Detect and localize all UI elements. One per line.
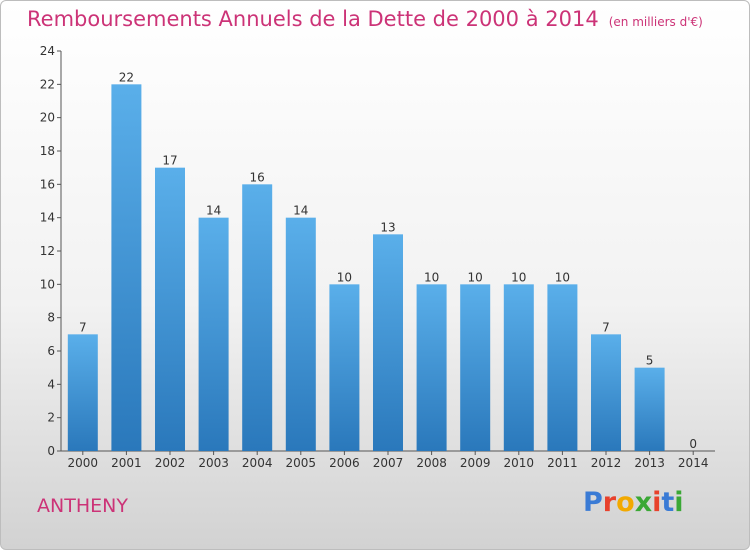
- y-tick-label: 12: [40, 244, 55, 258]
- logo-letter: i: [652, 487, 662, 518]
- logo-letter: t: [661, 487, 675, 518]
- bar-2002: [155, 167, 185, 451]
- x-tick-label-2002: 2002: [155, 456, 186, 470]
- x-tick-label-2006: 2006: [329, 456, 360, 470]
- chart-title: Remboursements Annuels de la Dette de 20…: [27, 7, 703, 31]
- bar-2010: [503, 284, 534, 451]
- x-tick-label-2001: 2001: [111, 456, 142, 470]
- bar-2009: [460, 284, 491, 451]
- data-label-2012: 7: [602, 320, 610, 334]
- chart-title-text: Remboursements Annuels de la Dette de 20…: [27, 7, 599, 31]
- bar-2003: [198, 217, 229, 451]
- bar-2006: [329, 284, 360, 451]
- logo-letter: P: [583, 487, 603, 518]
- x-axis: 2000 2001 2002 2003 2004 2005 2006 2007 2008 2009…: [61, 450, 715, 470]
- data-label-2006: 10: [337, 270, 352, 284]
- x-tick-label-2011: 2011: [547, 456, 578, 470]
- data-label-2013: 5: [646, 354, 654, 368]
- data-label-2007: 13: [380, 220, 395, 234]
- data-label-2004: 16: [250, 170, 265, 184]
- x-tick-label-2004: 2004: [242, 456, 273, 470]
- x-tick-label-2000: 2000: [68, 456, 99, 470]
- x-tick-label-2007: 2007: [373, 456, 404, 470]
- x-tick-label-2012: 2012: [591, 456, 622, 470]
- bar-2008: [416, 284, 447, 451]
- y-tick-label: 4: [47, 377, 55, 391]
- bar-2005: [285, 217, 316, 451]
- x-tick-label-2010: 2010: [504, 456, 535, 470]
- bar-series: 7 22 17 14 16 14 10 13 10 10 10 10 7 5 0: [67, 70, 697, 452]
- bar-2013: [634, 367, 665, 451]
- y-tick-label: 22: [40, 77, 55, 91]
- x-tick-label-2009: 2009: [460, 456, 491, 470]
- data-label-2001: 22: [119, 70, 134, 84]
- y-tick-label: 2: [47, 411, 55, 425]
- bar-2000: [67, 334, 98, 451]
- x-tick-label-2003: 2003: [198, 456, 229, 470]
- y-tick-label: 24: [40, 44, 55, 58]
- y-tick-label: 0: [47, 444, 55, 458]
- y-tick-label: 16: [40, 177, 55, 191]
- bar-2001: [111, 84, 142, 451]
- logo-letter: r: [602, 487, 617, 518]
- y-tick-label: 8: [47, 311, 55, 325]
- bar-2012: [591, 334, 621, 451]
- bar-2004: [242, 184, 273, 452]
- data-label-2008: 10: [424, 270, 439, 284]
- y-tick-label: 20: [40, 111, 55, 125]
- chart-unit-text: (en milliers d'€): [608, 15, 703, 29]
- logo-letter: x: [634, 487, 653, 518]
- commune-name: ANTHENY: [37, 495, 128, 517]
- data-label-2009: 10: [468, 270, 483, 284]
- y-tick-label: 10: [40, 277, 55, 291]
- data-label-2010: 10: [511, 270, 526, 284]
- bar-2011: [547, 284, 578, 451]
- data-label-2011: 10: [555, 270, 570, 284]
- x-tick-label-2005: 2005: [286, 456, 317, 470]
- data-label-2003: 14: [206, 204, 221, 218]
- y-tick-label: 18: [40, 144, 55, 158]
- data-label-2014: 0: [689, 437, 697, 451]
- x-tick-label-2013: 2013: [634, 456, 665, 470]
- y-tick-label: 6: [47, 344, 55, 358]
- bar-2007: [373, 234, 403, 451]
- y-tick-label: 14: [40, 211, 55, 225]
- data-label-2002: 17: [162, 154, 177, 168]
- x-tick-label-2014: 2014: [678, 456, 709, 470]
- proxiti-logo: Proxiti: [583, 487, 684, 518]
- data-label-2005: 14: [293, 204, 308, 218]
- logo-letter: i: [674, 487, 684, 518]
- x-tick-label-2008: 2008: [416, 456, 447, 470]
- data-label-2000: 7: [79, 320, 87, 334]
- logo-letter: o: [616, 487, 635, 518]
